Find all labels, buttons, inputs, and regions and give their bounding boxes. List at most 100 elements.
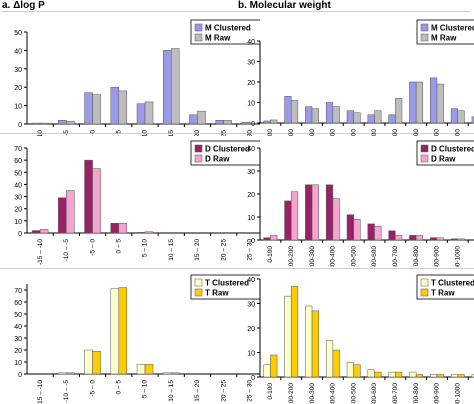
x-tick-label: 900-1000 xyxy=(454,246,461,267)
x-tick-label: 15 – 20 xyxy=(194,130,201,136)
bar xyxy=(367,223,375,241)
x-tick-label: 20 – 25 xyxy=(220,130,227,136)
bar xyxy=(270,119,278,124)
x-tick-label: 15 – 20 xyxy=(194,380,201,402)
bar xyxy=(367,114,375,124)
x-tick-label: 400-500 xyxy=(350,246,357,267)
bar xyxy=(92,350,101,375)
bar xyxy=(311,310,319,378)
bar xyxy=(430,237,438,241)
bar xyxy=(136,232,146,234)
bar xyxy=(136,103,146,125)
title-logp: a. Δlog P xyxy=(2,0,45,11)
legend-label: D Raw xyxy=(431,155,456,164)
bar xyxy=(290,286,299,378)
legend-swatch xyxy=(194,288,203,297)
x-tick-label: 15 – 20 xyxy=(194,239,201,261)
legend-label: M Clustered xyxy=(431,24,474,33)
y-tick-label: 20 xyxy=(247,192,255,199)
panel-separator-2 xyxy=(0,268,474,269)
y-tick-label: 10 xyxy=(247,101,255,108)
x-tick-label: 500-600 xyxy=(371,383,378,404)
bar xyxy=(189,114,198,125)
title-underline-right xyxy=(238,11,470,12)
bar xyxy=(395,235,403,241)
bar xyxy=(353,219,361,241)
bar xyxy=(118,287,128,375)
legend-label: M Raw xyxy=(205,34,231,43)
legend-box xyxy=(190,19,260,45)
bar xyxy=(197,110,206,125)
bar xyxy=(415,235,424,241)
bar xyxy=(58,197,67,234)
x-tick-label: 200-300 xyxy=(309,383,316,404)
y-tick-label: 40 xyxy=(247,277,255,284)
legend-label: M Clustered xyxy=(205,24,251,33)
y-tick-label: 20 xyxy=(247,326,255,333)
y-tick-label: 40 xyxy=(247,146,255,153)
bar xyxy=(144,364,154,375)
y-tick-label: 50 xyxy=(14,312,22,319)
bar xyxy=(409,235,417,241)
y-tick-label: 0 xyxy=(18,372,22,379)
y-tick-label: 70 xyxy=(14,288,22,295)
x-tick-label: 100-200 xyxy=(288,246,295,267)
bar xyxy=(263,237,271,241)
x-tick-label: 10 – 15 xyxy=(168,239,175,261)
y-tick-label: 40 xyxy=(14,48,22,55)
x-tick-label: 900-1000 xyxy=(454,129,461,136)
bar xyxy=(457,238,465,241)
bar xyxy=(325,340,334,378)
bar xyxy=(471,374,474,378)
bar xyxy=(305,305,313,378)
y-tick-label: 10 xyxy=(247,351,255,358)
x-tick-label: 600-700 xyxy=(392,383,399,404)
x-tick-label: 25 – 30 xyxy=(247,239,254,261)
legend-swatch xyxy=(194,154,203,163)
x-tick-label: 800-900 xyxy=(434,383,441,404)
bar xyxy=(388,230,396,241)
bar xyxy=(84,349,93,375)
legend-swatch xyxy=(420,144,429,153)
y-tick-label: 30 xyxy=(247,302,255,309)
legend-swatch xyxy=(420,288,429,297)
bar xyxy=(118,223,128,234)
x-tick-label: 700-800 xyxy=(413,383,420,404)
x-tick-label: 700-800 xyxy=(413,246,420,267)
y-tick-label: 40 xyxy=(14,182,22,189)
bar xyxy=(270,235,278,241)
x-tick-label: 500-600 xyxy=(371,246,378,267)
bar xyxy=(58,372,67,375)
y-tick-label: 40 xyxy=(247,39,255,46)
x-tick-label: -10 – -5 xyxy=(63,380,70,403)
bar xyxy=(284,96,292,124)
y-tick-label: 20 xyxy=(14,207,22,214)
y-tick-label: 60 xyxy=(14,158,22,165)
x-tick-label: 0-100 xyxy=(267,246,274,263)
x-tick-label: -5 – 0 xyxy=(89,380,96,397)
bar xyxy=(450,374,459,378)
bar xyxy=(118,90,128,125)
legend-label: D Clustered xyxy=(205,145,250,154)
bar xyxy=(215,120,224,125)
y-tick-label: 30 xyxy=(247,169,255,176)
bar xyxy=(409,371,417,378)
x-tick-label: -10 – -5 xyxy=(63,239,70,262)
bar xyxy=(170,48,180,125)
bar xyxy=(144,101,154,125)
legend-label: T Raw xyxy=(431,289,455,298)
y-tick-label: 0 xyxy=(251,375,255,382)
bar xyxy=(450,238,459,241)
bar xyxy=(84,159,93,234)
x-tick-label: 100-200 xyxy=(288,129,295,136)
x-tick-label: -5 – 0 xyxy=(89,130,96,136)
x-tick-label: 400-500 xyxy=(350,383,357,404)
x-tick-label: 5 – 10 xyxy=(142,239,149,257)
chart-panel-5: 0 10 20 30 40 0-100 100-200 200-300 300-400 400-5… xyxy=(247,140,474,267)
bar xyxy=(110,288,120,375)
bar xyxy=(39,229,49,234)
x-tick-label: 0 – 5 xyxy=(115,380,122,395)
legend-swatch xyxy=(420,23,429,32)
legend-swatch xyxy=(194,23,203,32)
chart-panel-3: 0 10 20 30 40 50 60 70 -15 – -10 -10 – -5 -5 – 0 0 … xyxy=(14,274,260,404)
